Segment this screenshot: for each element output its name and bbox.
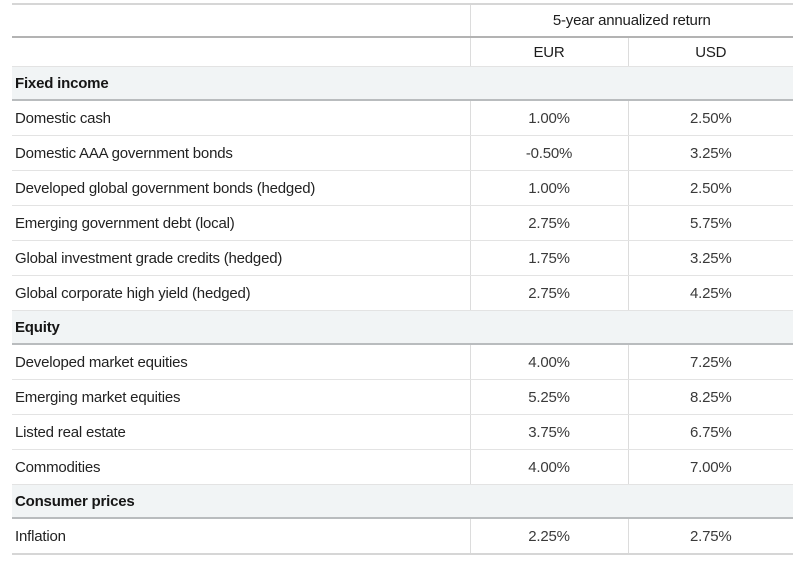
table-row: Emerging government debt (local) 2.75% 5… [12, 205, 793, 241]
usd-value: 8.25% [627, 379, 793, 415]
usd-value: 2.75% [627, 518, 793, 555]
column-group-header: 5-year annualized return [469, 3, 793, 38]
eur-value: 4.00% [469, 449, 628, 485]
section-header-row: Fixed income [12, 66, 793, 101]
returns-table: 5-year annualized return EUR USD Fixed i… [12, 3, 793, 555]
eur-value: -0.50% [469, 135, 628, 171]
eur-value: 1.00% [469, 170, 628, 206]
table-row: Global investment grade credits (hedged)… [12, 240, 793, 276]
row-label: Domestic AAA government bonds [12, 135, 470, 171]
usd-value: 3.25% [627, 240, 793, 276]
row-label: Listed real estate [12, 414, 470, 450]
row-label: Commodities [12, 449, 470, 485]
row-label: Developed market equities [12, 344, 470, 380]
usd-value: 7.00% [627, 449, 793, 485]
table-row: Inflation 2.25% 2.75% [12, 518, 793, 555]
row-label: Emerging government debt (local) [12, 205, 470, 241]
row-label: Emerging market equities [12, 379, 470, 415]
row-label: Domestic cash [12, 100, 470, 136]
usd-value: 2.50% [627, 170, 793, 206]
usd-value: 2.50% [627, 100, 793, 136]
usd-value: 5.75% [627, 205, 793, 241]
row-label: Global investment grade credits (hedged) [12, 240, 470, 276]
row-label: Developed global government bonds (hedge… [12, 170, 470, 206]
eur-value: 2.25% [469, 518, 628, 555]
row-label: Global corporate high yield (hedged) [12, 275, 470, 311]
header-group-row: 5-year annualized return [12, 3, 793, 38]
section-header-row: Consumer prices [12, 484, 793, 519]
column-header-usd: USD [627, 37, 793, 67]
usd-value: 4.25% [627, 275, 793, 311]
table-row: Emerging market equities 5.25% 8.25% [12, 379, 793, 415]
header-empty-cell [12, 37, 470, 67]
column-header-eur: EUR [469, 37, 628, 67]
table-row: Developed market equities 4.00% 7.25% [12, 344, 793, 380]
returns-table-container: 5-year annualized return EUR USD Fixed i… [12, 3, 793, 555]
usd-value: 7.25% [627, 344, 793, 380]
table-row: Commodities 4.00% 7.00% [12, 449, 793, 485]
eur-value: 5.25% [469, 379, 628, 415]
section-title: Fixed income [12, 66, 793, 101]
section-header-row: Equity [12, 310, 793, 345]
eur-value: 2.75% [469, 275, 628, 311]
eur-value: 1.75% [469, 240, 628, 276]
row-label: Inflation [12, 518, 470, 555]
column-header-row: EUR USD [12, 37, 793, 67]
usd-value: 6.75% [627, 414, 793, 450]
table-row: Domestic cash 1.00% 2.50% [12, 100, 793, 136]
eur-value: 1.00% [469, 100, 628, 136]
eur-value: 2.75% [469, 205, 628, 241]
section-title: Equity [12, 310, 793, 345]
table-row: Global corporate high yield (hedged) 2.7… [12, 275, 793, 311]
table-row: Domestic AAA government bonds -0.50% 3.2… [12, 135, 793, 171]
usd-value: 3.25% [627, 135, 793, 171]
eur-value: 3.75% [469, 414, 628, 450]
table-row: Listed real estate 3.75% 6.75% [12, 414, 793, 450]
section-title: Consumer prices [12, 484, 793, 519]
header-empty-cell [12, 3, 470, 38]
table-row: Developed global government bonds (hedge… [12, 170, 793, 206]
eur-value: 4.00% [469, 344, 628, 380]
